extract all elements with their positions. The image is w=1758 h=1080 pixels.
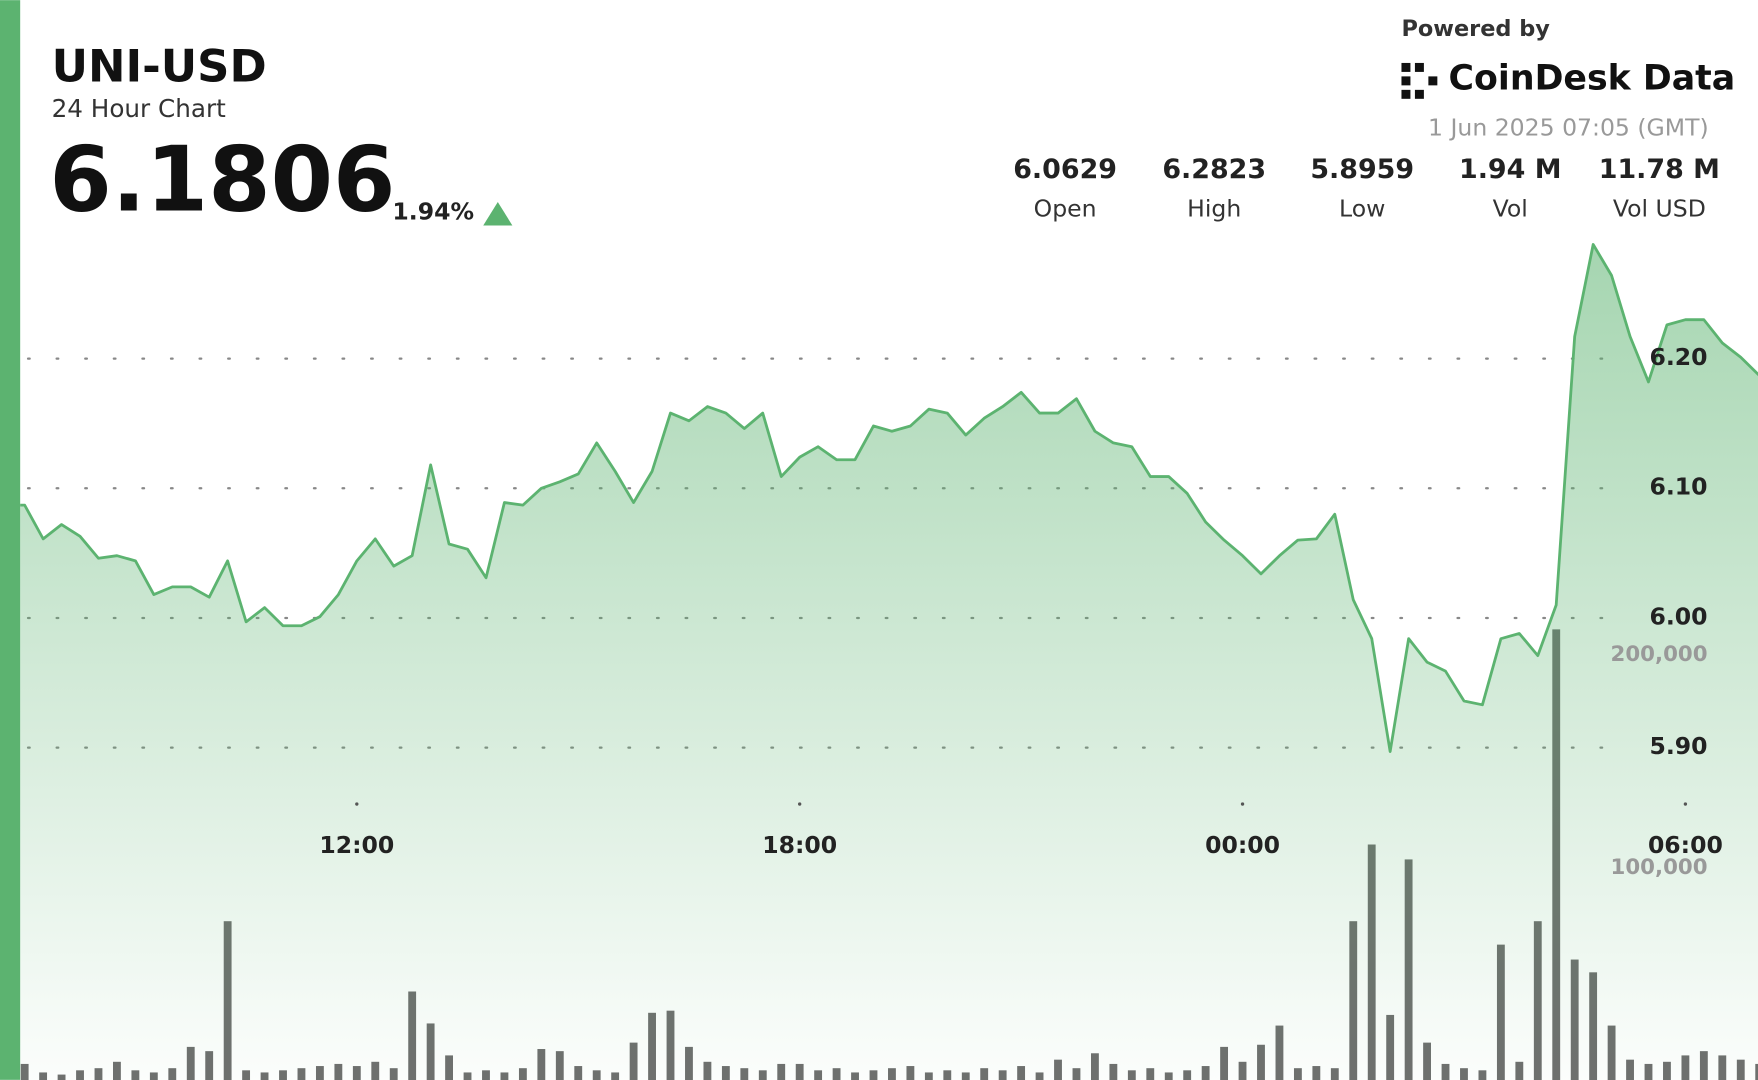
price: 6.1806 (49, 129, 395, 233)
symbol: UNI-USD (52, 40, 267, 93)
stat-value: 11.78 M (1599, 154, 1720, 185)
y-tick-label: 5.90 (1649, 732, 1707, 760)
x-tick-label: 00:00 (1205, 831, 1280, 859)
stat-value: 6.2823 (1162, 154, 1266, 185)
subtitle: 24 Hour Chart (52, 94, 227, 123)
x-tick-mark (355, 802, 359, 806)
x-tick-label: 06:00 (1648, 831, 1723, 859)
brand: CoinDesk Data (1449, 59, 1736, 99)
x-tick-mark (1240, 802, 1245, 806)
y-tick-label: 6.20 (1649, 343, 1707, 371)
stat: 6.0629 Open (1013, 154, 1117, 222)
stat-label: High (1187, 194, 1241, 222)
y-tick-label: 6.10 (1649, 473, 1707, 501)
stat-label: Vol USD (1613, 194, 1706, 222)
stats: 6.0629 Open 6.2823 High 5.8959 Low 1.94 M Vol 11… (1013, 154, 1720, 222)
stat: 11.78 M Vol USD (1599, 154, 1720, 222)
stat-label: Open (1034, 194, 1097, 222)
price-area (20, 244, 1758, 1080)
plot-area: 5.90 6.00 6.10 6.20 100,000 200,000 12:00 18:00… (20, 243, 1758, 1080)
stat-value: 5.8959 (1310, 154, 1414, 185)
stat: 6.2823 High (1162, 154, 1266, 222)
stat: 1.94 M Vol (1459, 154, 1561, 222)
stat-value: 6.0629 (1013, 154, 1117, 185)
x-tick-label: 12:00 (319, 831, 394, 859)
brand-logo (1401, 62, 1438, 99)
timestamp: 1 Jun 2025 07:05 (GMT) (1428, 114, 1709, 142)
stat-label: Vol (1493, 194, 1528, 222)
y-tick-label: 6.00 (1649, 602, 1707, 630)
y2-tick-label: 200,000 (1611, 642, 1708, 667)
change: 1.94% (392, 198, 474, 226)
stat-value: 1.94 M (1459, 154, 1561, 185)
y2-tick-label: 100,000 (1611, 855, 1708, 880)
up-arrow (483, 201, 513, 226)
stat-label: Low (1339, 194, 1385, 222)
powered-by: Powered by (1401, 16, 1550, 42)
x-tick-mark (1683, 802, 1688, 806)
accent-bar (0, 0, 21, 1080)
x-tick-mark (797, 802, 802, 806)
stat: 5.8959 Low (1310, 154, 1414, 222)
price-line (20, 243, 1758, 753)
x-tick-label: 18:00 (762, 831, 837, 859)
